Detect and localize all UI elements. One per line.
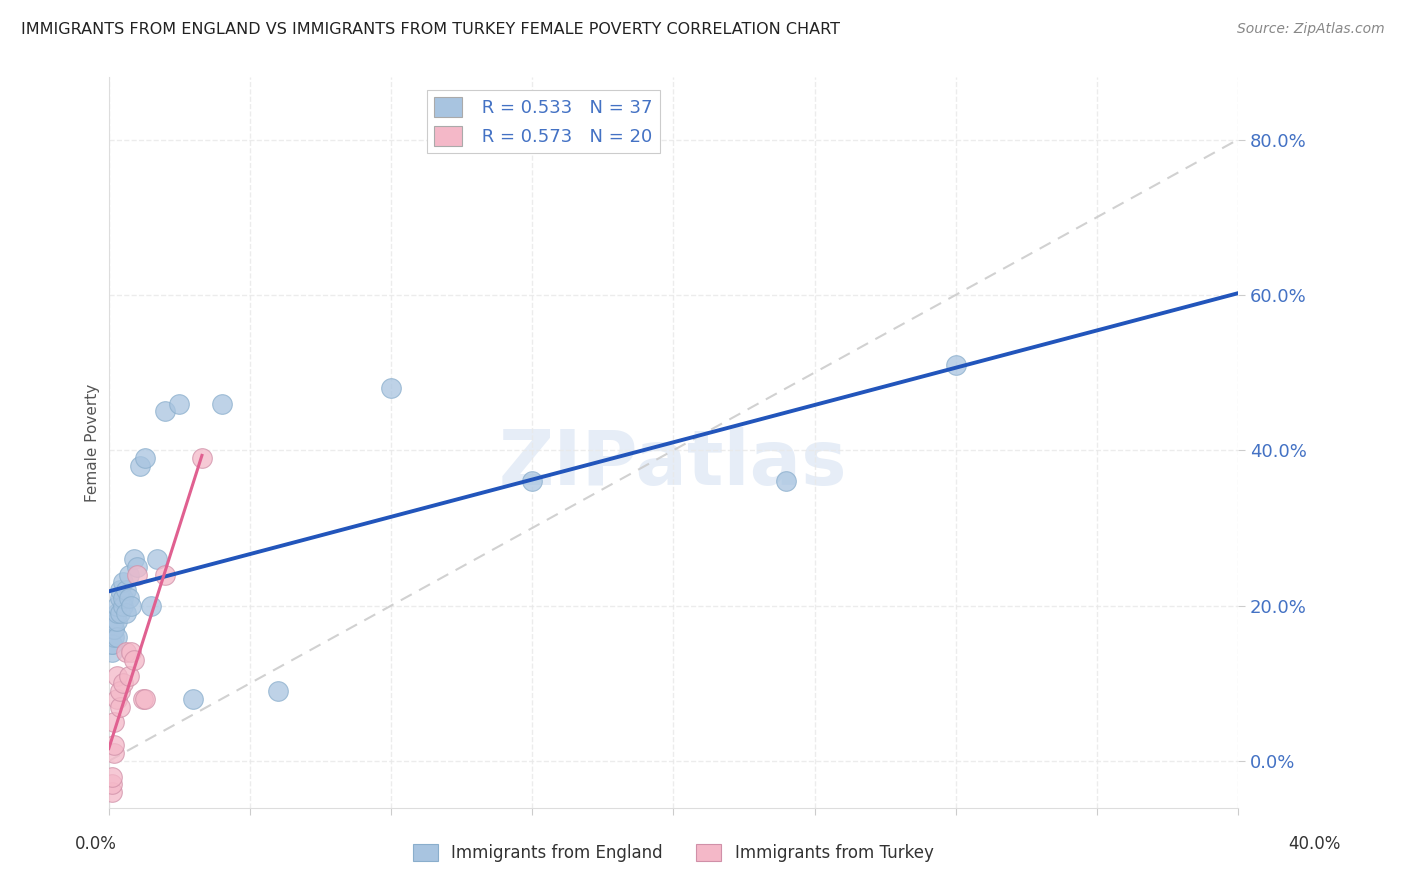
Point [100,777,122,791]
Legend:  R = 0.533   N = 37,  R = 0.573   N = 20: R = 0.533 N = 37, R = 0.573 N = 20 [427,90,659,153]
Point [267,684,290,698]
Point [122,552,145,566]
Text: 0.0%: 0.0% [75,835,117,853]
Point [103,739,125,753]
Point [111,676,134,690]
Point [125,567,148,582]
Point [100,770,122,784]
Point [103,622,125,636]
Point [111,575,134,590]
Text: IMMIGRANTS FROM ENGLAND VS IMMIGRANTS FROM TURKEY FEMALE POVERTY CORRELATION CHA: IMMIGRANTS FROM ENGLAND VS IMMIGRANTS FR… [21,22,841,37]
Point [134,691,156,706]
Point [139,599,162,613]
Point [145,552,167,566]
Point [775,475,797,489]
Point [108,583,131,598]
Point [108,591,131,605]
Point [103,614,125,628]
Point [114,607,136,621]
Point [103,622,125,636]
Point [108,607,131,621]
Point [134,451,156,466]
Point [211,397,233,411]
Point [522,475,544,489]
Point [169,397,191,411]
Point [100,785,122,799]
Point [945,358,967,372]
Point [105,607,128,621]
Point [131,691,153,706]
Point [117,668,139,682]
Point [105,668,128,682]
Point [128,458,150,473]
Point [191,451,214,466]
Point [100,645,122,659]
Text: ZIPatlas: ZIPatlas [499,427,848,501]
Point [108,699,131,714]
Point [183,691,205,706]
Point [155,567,177,582]
Point [114,583,136,598]
Point [108,684,131,698]
Text: Source: ZipAtlas.com: Source: ZipAtlas.com [1237,22,1385,37]
Point [120,645,142,659]
Point [380,381,402,395]
Point [103,746,125,760]
Point [105,599,128,613]
Point [100,638,122,652]
Point [114,645,136,659]
Point [122,653,145,667]
Point [105,691,128,706]
Point [125,559,148,574]
Point [117,591,139,605]
Point [111,591,134,605]
Point [111,599,134,613]
Point [103,630,125,644]
Point [105,614,128,628]
Text: 40.0%: 40.0% [1288,835,1341,853]
Point [103,715,125,730]
Point [120,599,142,613]
Point [155,404,177,418]
Y-axis label: Female Poverty: Female Poverty [86,384,100,501]
Point [100,638,122,652]
Point [105,630,128,644]
Point [117,567,139,582]
